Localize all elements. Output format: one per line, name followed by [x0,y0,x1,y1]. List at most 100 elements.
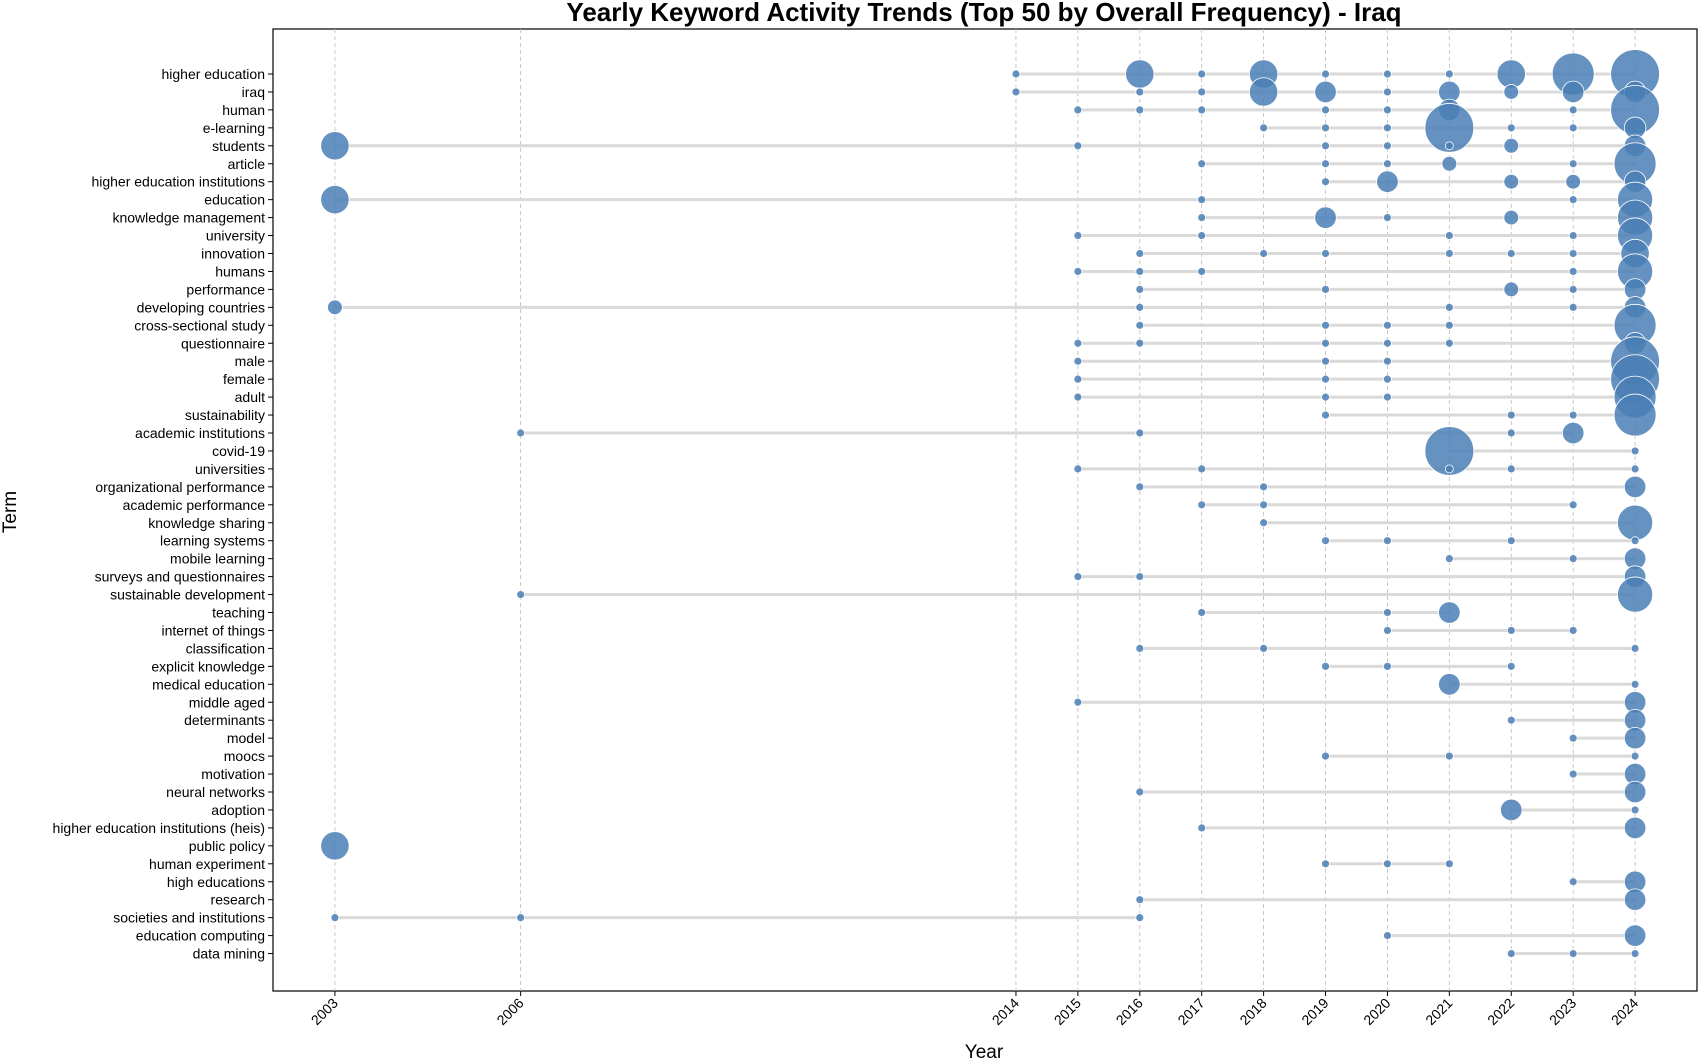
marker-education-computing-2020 [1383,931,1392,940]
marker-humans-2017 [1197,267,1207,276]
marker-students-2003 [320,131,350,161]
marker-e-learning-2021 [1424,103,1475,153]
marker-sustainable-development-2024 [1617,576,1654,613]
marker-questionnaire-2016 [1135,338,1145,348]
marker-surveys-and-questionnaires-2015 [1073,572,1083,581]
marker-female-2015 [1073,374,1083,384]
marker-students-2020 [1383,141,1392,151]
y-tick-label-higher-education: higher education [161,66,265,82]
marker-sustainability-2022 [1506,410,1516,420]
marker-academic-institutions-2016 [1135,428,1145,438]
y-tick-label-organizational-performance: organizational performance [95,479,265,495]
marker-human-2017 [1197,105,1207,115]
marker-organizational-performance-2016 [1135,482,1145,492]
marker-learning-systems-2019 [1321,536,1330,546]
x-tick-label-2018: 2018 [1236,995,1269,1028]
marker-higher-education-2019 [1321,69,1330,79]
marker-teaching-2017 [1197,608,1207,617]
marker-human-2019 [1321,105,1330,115]
y-tick-label-teaching: teaching [212,605,265,621]
marker-higher-education-institutions-2023 [1565,173,1581,190]
marker-learning-systems-2020 [1383,536,1392,546]
marker-knowledge-management-2020 [1383,213,1392,223]
marker-learning-systems-2024 [1630,536,1640,546]
marker-moocs-2024 [1630,751,1640,761]
x-tick-label-2021: 2021 [1422,995,1455,1028]
x-tick-label-2006: 2006 [493,995,526,1028]
y-tick-label-classification: classification [186,640,265,656]
marker-teaching-2020 [1383,608,1392,617]
marker-adult-2015 [1073,392,1083,402]
marker-innovation-2016 [1135,249,1145,258]
marker-universities-2021 [1444,464,1454,474]
marker-knowledge-management-2019 [1314,206,1337,229]
marker-cross-sectional-study-2021 [1444,320,1454,330]
marker-innovation-2022 [1506,249,1516,258]
marker-education-2017 [1197,195,1207,205]
marker-higher-education-institutions-heis-2017 [1197,823,1207,833]
y-tick-label-academic-performance: academic performance [123,497,266,513]
y-tick-label-education-computing: education computing [136,928,265,944]
marker-article-2023 [1568,159,1578,169]
y-tick-label-academic-institutions: academic institutions [135,425,265,441]
marker-academic-institutions-2023 [1561,421,1585,445]
y-tick-label-determinants: determinants [184,712,265,728]
y-tick-label-research: research [211,892,265,908]
marker-performance-2023 [1568,284,1578,294]
marker-e-learning-2020 [1383,123,1392,133]
marker-research-2016 [1135,895,1145,905]
marker-higher-education-institutions-2019 [1321,177,1330,187]
marker-male-2019 [1321,356,1330,366]
y-axis-label: Term [0,491,21,533]
marker-students-2021 [1444,141,1454,151]
marker-iraq-2023 [1561,80,1585,104]
marker-developing-countries-2021 [1444,302,1454,312]
marker-humans-2023 [1568,267,1578,276]
marker-model-2023 [1568,733,1578,743]
y-tick-label-performance: performance [186,281,265,297]
x-tick-label-2017: 2017 [1174,995,1207,1028]
marker-academic-institutions-2006 [516,428,526,438]
y-tick-label-innovation: innovation [201,246,265,262]
y-tick-label-developing-countries: developing countries [137,299,265,315]
marker-explicit-knowledge-2020 [1383,661,1392,671]
marker-male-2015 [1073,356,1083,366]
marker-covid-19-2024 [1630,446,1640,456]
marker-performance-2019 [1321,284,1330,294]
marker-academic-performance-2023 [1568,500,1578,510]
marker-research-2024 [1623,888,1647,911]
y-tick-label-male: male [235,353,266,369]
x-tick-label-2016: 2016 [1113,995,1146,1028]
y-tick-label-adult: adult [235,389,265,405]
marker-sustainability-2023 [1568,410,1578,420]
marker-universities-2017 [1197,464,1207,474]
marker-explicit-knowledge-2022 [1506,661,1516,671]
y-tick-label-high-educations: high educations [167,874,265,890]
marker-questionnaire-2020 [1383,338,1392,348]
marker-developing-countries-2023 [1568,302,1578,312]
x-tick-label-2023: 2023 [1546,995,1579,1028]
marker-article-2021 [1441,155,1458,172]
marker-questionnaire-2015 [1073,338,1083,348]
marker-data-mining-2024 [1630,949,1640,958]
marker-e-learning-2018 [1259,123,1269,133]
marker-mobile-learning-2021 [1444,554,1454,564]
x-tick-label-2003: 2003 [308,995,341,1028]
marker-e-learning-2019 [1321,123,1330,133]
y-tick-label-knowledge-management: knowledge management [112,210,265,226]
marker-classification-2016 [1135,644,1145,653]
marker-article-2019 [1321,159,1330,169]
y-tick-label-iraq: iraq [242,84,265,100]
marker-e-learning-2023 [1568,123,1578,133]
y-tick-label-e-learning: e-learning [203,120,265,136]
marker-determinants-2022 [1506,715,1516,725]
marker-innovation-2021 [1444,249,1454,258]
x-tick-label-2014: 2014 [989,995,1022,1028]
marker-adoption-2024 [1630,805,1640,815]
marker-explicit-knowledge-2019 [1321,661,1330,671]
marker-higher-education-2021 [1444,69,1454,79]
marker-moocs-2019 [1321,751,1330,761]
y-tick-label-middle-aged: middle aged [189,694,265,710]
y-tick-label-model: model [227,730,265,746]
